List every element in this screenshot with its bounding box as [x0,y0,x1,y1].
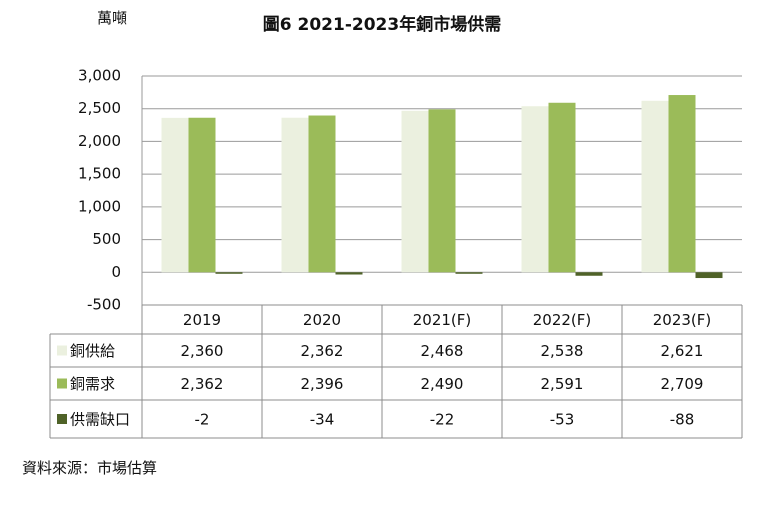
bar-gap [575,272,603,276]
legend-label-gap: 供需缺口 [70,411,130,429]
data-label-supply: 2,538 [541,342,584,360]
data-label-supply: 2,468 [421,342,464,360]
bar-supply [281,117,309,273]
y-tick-label: 2,000 [78,132,121,150]
y-tick-label: 2,500 [78,99,121,117]
bar-supply [521,106,549,273]
category-label: 2020 [303,311,341,329]
y-tick-label: 1,000 [78,197,121,215]
bar-gap [215,272,243,274]
data-label-gap: -88 [670,411,695,429]
bar-supply [401,110,429,273]
legend-key-demand [57,378,67,389]
source-note: 資料來源：市場估算 [22,459,158,477]
bar-gap [455,272,483,274]
y-tick-label: -500 [87,296,121,314]
data-label-demand: 2,709 [661,375,704,393]
category-label: 2022(F) [533,311,592,329]
y-tick-label: 3,000 [78,67,121,85]
bar-supply [161,117,189,273]
data-label-gap: -2 [195,411,210,429]
y-tick-label: 500 [92,230,121,248]
y-axis-unit-label: 萬噸 [97,9,128,27]
data-label-supply: 2,362 [301,342,344,360]
data-label-supply: 2,621 [661,342,704,360]
y-tick-label: 0 [111,263,121,281]
data-label-demand: 2,362 [181,375,224,393]
legend-key-gap [57,414,67,424]
data-label-gap: -53 [550,411,575,429]
data-label-demand: 2,396 [301,375,344,393]
category-label: 2023(F) [653,311,712,329]
chart-title: 圖6 2021-2023年銅市場供需 [262,15,502,35]
category-label: 2019 [183,311,221,329]
legend-label-demand: 銅需求 [70,375,115,393]
bar-demand [428,109,456,273]
data-label-demand: 2,591 [541,375,584,393]
data-label-demand: 2,490 [421,375,464,393]
legend-label-supply: 銅供給 [70,342,115,360]
data-label-gap: -34 [310,411,335,429]
category-label: 2021(F) [413,311,472,329]
bar-demand [548,102,576,273]
bar-demand [188,117,216,273]
bar-demand [668,95,696,273]
bar-supply [641,100,669,273]
data-label-gap: -22 [430,411,455,429]
bar-gap [335,272,363,275]
bar-gap [695,272,723,279]
legend-key-supply [57,345,67,356]
data-label-supply: 2,360 [181,342,224,360]
bar-demand [308,115,336,273]
y-tick-label: 1,500 [78,165,121,183]
